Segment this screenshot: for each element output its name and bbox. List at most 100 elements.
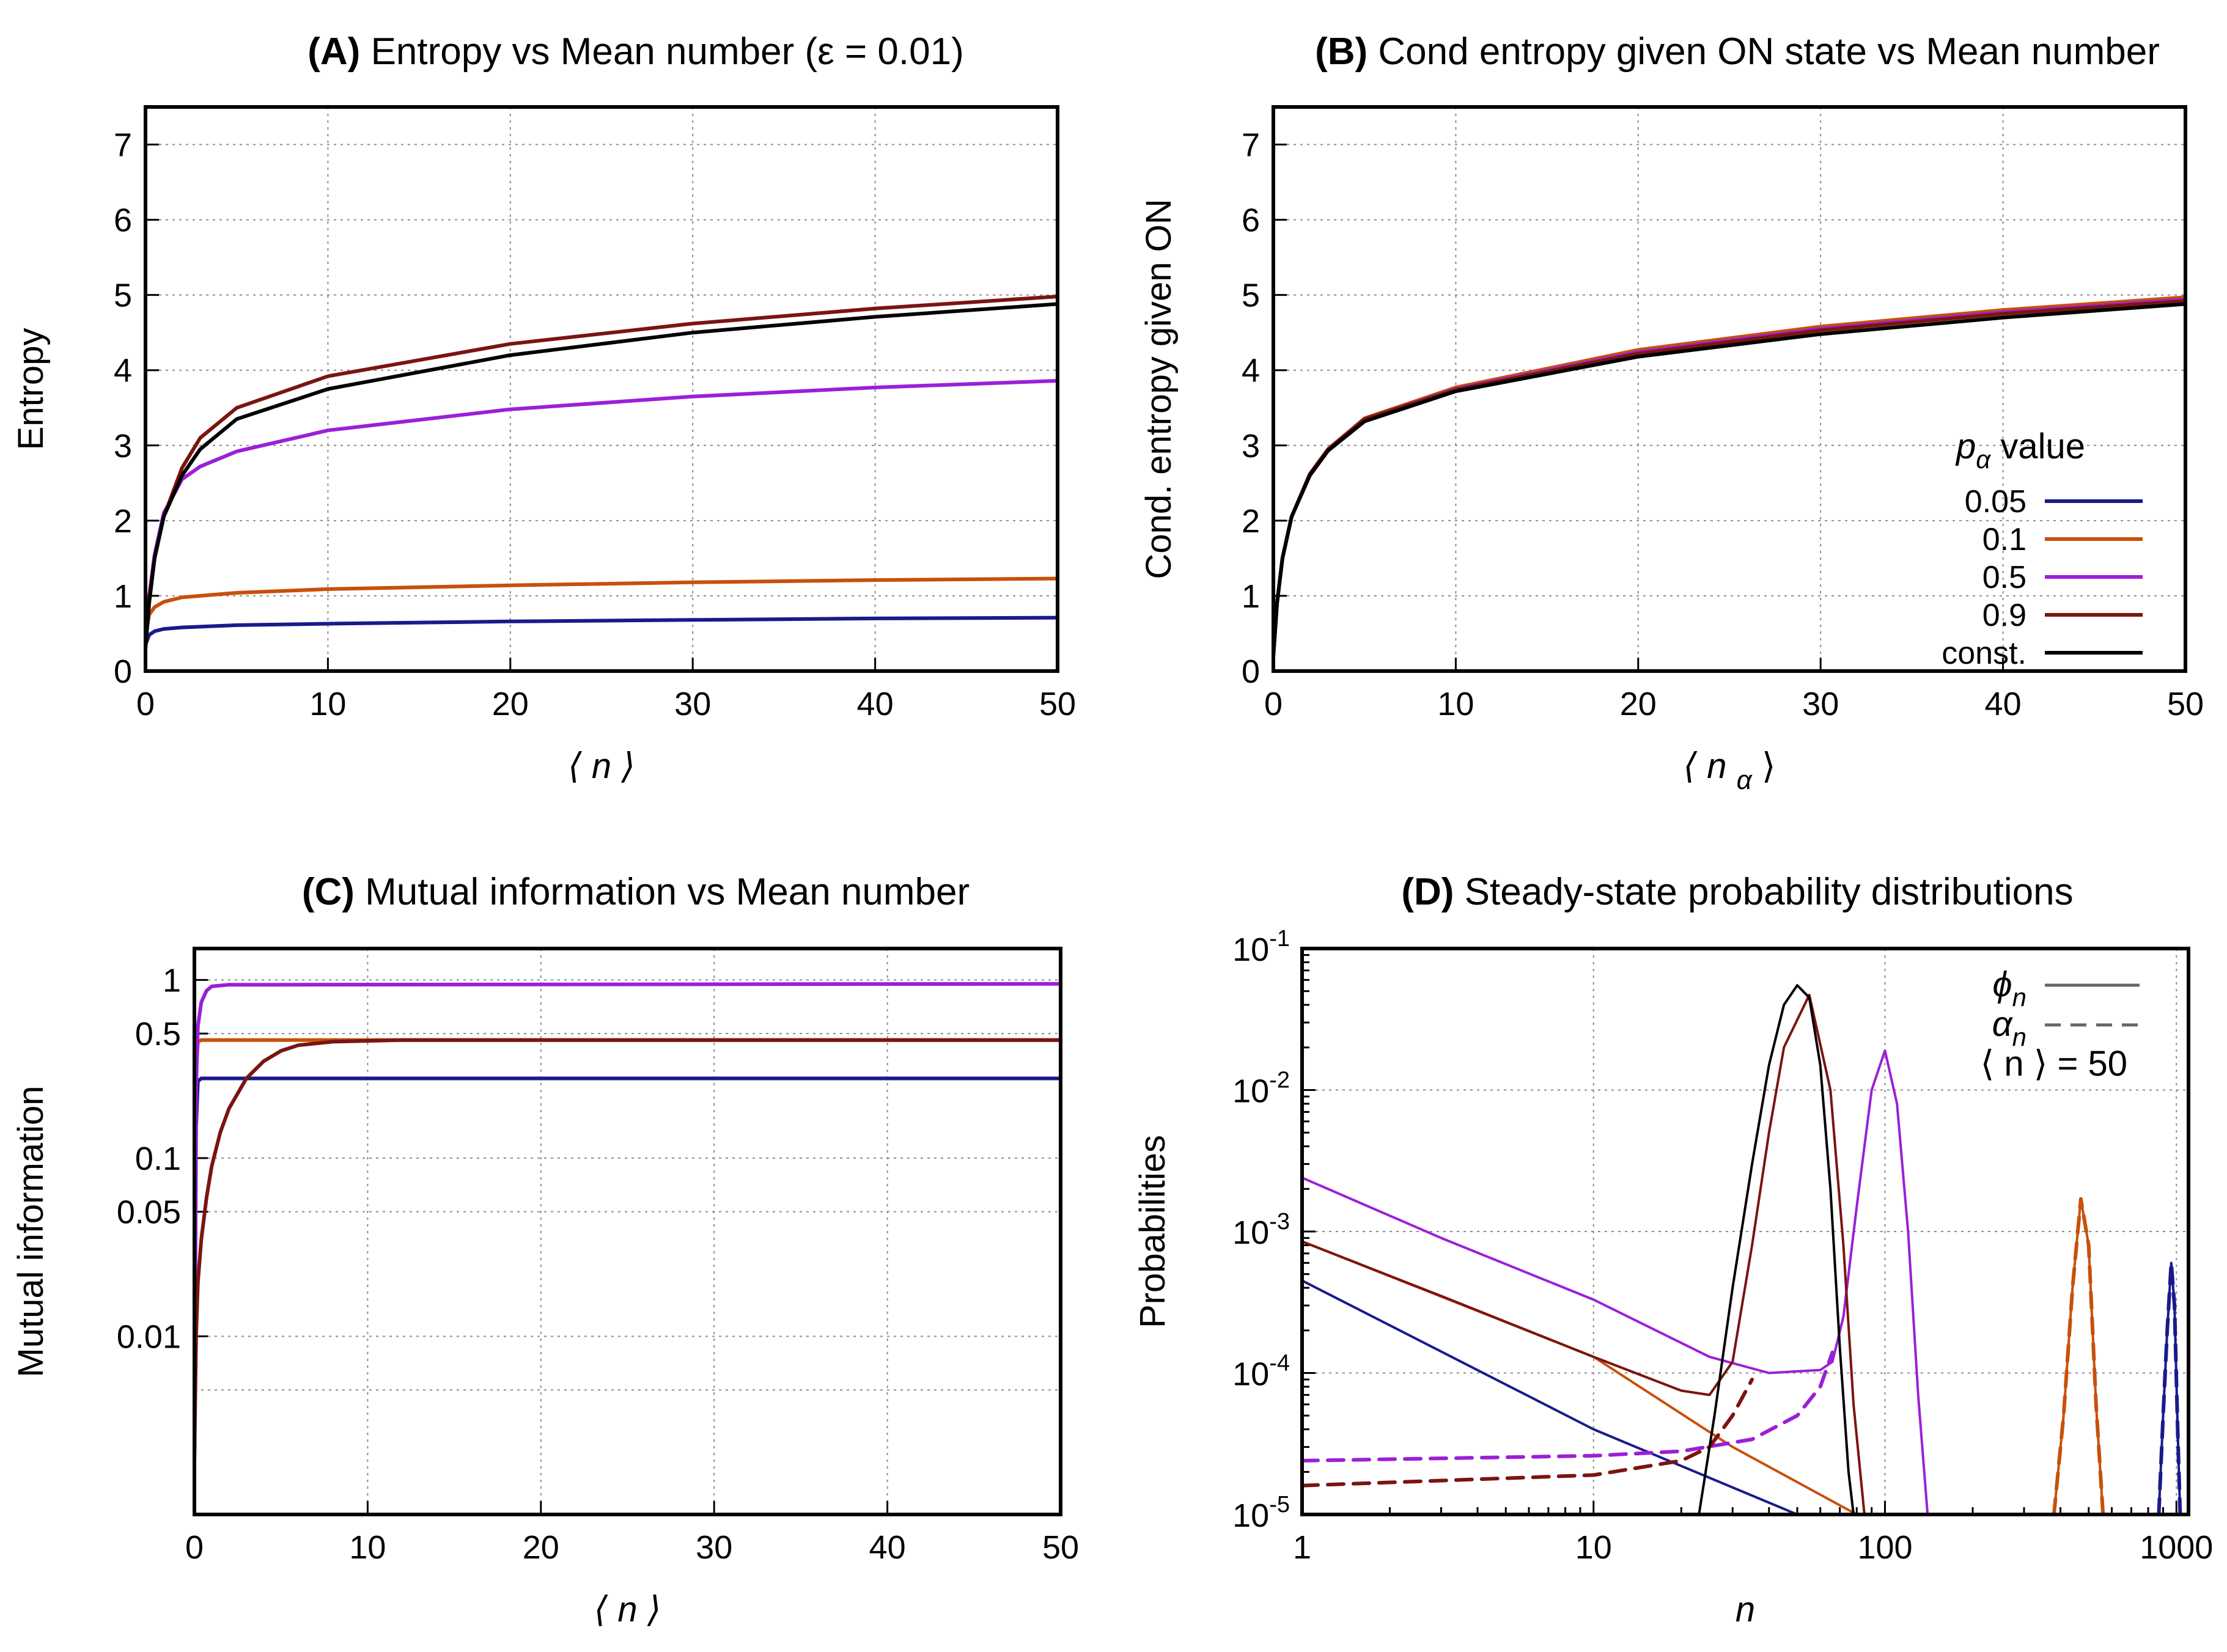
grid: [1302, 949, 2188, 1514]
panel-a: (A) Entropy vs Mean number (ε = 0.01) 0 1 0…: [11, 31, 1076, 786]
legend-label: 0.1: [1982, 522, 2026, 557]
series-line-05-dashed: [1300, 1350, 1835, 1463]
y-tick-label: 1: [1242, 578, 1260, 615]
x-tick-label: 0: [136, 686, 155, 722]
y-tick-label: 0.01: [117, 1318, 181, 1355]
x-tick-label: 1000: [2140, 1529, 2213, 1566]
x-tick-label: 100: [1857, 1529, 1912, 1566]
series-line-005: [1272, 296, 2187, 658]
series-line-005: [1301, 1279, 1798, 1516]
x-tick-label: 30: [696, 1529, 732, 1566]
y-axis-label: Entropy: [11, 328, 51, 450]
x-tick-label: 10: [1437, 686, 1474, 722]
grid: [194, 949, 1061, 1514]
x-axis-label: ⟨ n α ⟩: [1684, 746, 1776, 795]
y-tick-label: 0: [114, 653, 132, 690]
plot-frame: [1300, 947, 2190, 1516]
y-axis-label: Mutual information: [11, 1085, 51, 1377]
y-tick-label: 6: [114, 202, 132, 239]
chart-title: (C) Mutual information vs Mean number: [302, 871, 970, 913]
x-axis-label: ⟨ n ⟩: [594, 1590, 661, 1629]
y-tick-label: 3: [1242, 428, 1260, 464]
y-tick-label: 2: [114, 503, 132, 540]
legend-note: ⟨ n ⟩ = 50: [1981, 1044, 2127, 1084]
y-tick-label: 2: [1242, 503, 1260, 540]
x-tick-label: 40: [869, 1529, 906, 1566]
x-tick-label: 0: [1264, 686, 1283, 722]
y-tick-label: 10-4: [1232, 1351, 1290, 1393]
x-tick-label: 50: [1039, 686, 1076, 722]
x-tick-label: 20: [523, 1529, 559, 1566]
y-axis-label: Probabilities: [1133, 1135, 1172, 1328]
y-tick-label: 10-5: [1232, 1492, 1290, 1534]
x-tick-label: 20: [1620, 686, 1657, 722]
x-tick-label: 50: [1042, 1529, 1079, 1566]
series-line-09: [193, 1038, 1062, 1463]
y-tick-label: 0.05: [117, 1194, 181, 1231]
y-tick-label: 4: [1242, 353, 1260, 389]
x-tick-label: 1: [1293, 1529, 1311, 1566]
panel-d: (D) Steady-state probability distributio…: [1133, 871, 2213, 1629]
legend-title: pα value: [1955, 427, 2085, 474]
series-line-01: [144, 576, 1059, 639]
series-line-01: [193, 1038, 1062, 1463]
x-tick-label: 20: [492, 686, 529, 722]
legend-label: αn: [1992, 1004, 2026, 1051]
x-axis-label: ⟨ n ⟩: [568, 746, 635, 786]
x-tick-label: 40: [857, 686, 894, 722]
x-tick-label: 40: [1985, 686, 2022, 722]
series-line-09-dashed: [1300, 1378, 1754, 1488]
legend-label: ϕn: [1992, 964, 2026, 1011]
y-tick-label: 5: [114, 277, 132, 314]
x-tick-label: 0: [185, 1529, 204, 1566]
legend-label: 0.05: [1965, 484, 2026, 519]
series-line-const: [1698, 984, 1855, 1516]
y-tick-label: 0.5: [135, 1016, 181, 1052]
y-tick-label: 7: [114, 127, 132, 164]
x-axis-label: n: [1736, 1590, 1755, 1629]
y-tick-label: 6: [1242, 202, 1260, 239]
series-line-05: [1272, 298, 2187, 658]
x-tick-label: 30: [674, 686, 711, 722]
y-tick-label: 1: [114, 578, 132, 615]
y-tick-label: 7: [1242, 127, 1260, 164]
series-line-01: [1272, 295, 2187, 658]
series-group: [1300, 984, 2182, 1516]
y-tick-label: 0.1: [135, 1140, 181, 1177]
series-line-005: [193, 1076, 1062, 1463]
y-tick-label: 3: [114, 428, 132, 464]
legend-label: 0.5: [1982, 560, 2026, 595]
x-tick-label: 50: [2167, 686, 2204, 722]
series-line-05: [193, 982, 1062, 1463]
series-line-05: [144, 379, 1059, 643]
series-line-const: [1272, 302, 2187, 658]
series-line-09: [1301, 993, 1866, 1516]
plot-frame: [193, 947, 1062, 1516]
grid: [1273, 107, 2185, 671]
chart-title: (D) Steady-state probability distributio…: [1401, 871, 2073, 913]
x-tick-label: 10: [349, 1529, 386, 1566]
series-line-09: [1272, 299, 2187, 658]
series-group: [144, 295, 1059, 651]
series-line-005-dashed: [2157, 1261, 2182, 1516]
y-tick-label: 10-3: [1232, 1209, 1290, 1251]
chart-title: (A) Entropy vs Mean number (ε = 0.01): [307, 31, 963, 73]
grid: [145, 107, 1058, 671]
series-line-01: [1301, 1240, 1858, 1516]
series-line-05: [1301, 1049, 1929, 1516]
x-tick-label: 30: [1802, 686, 1839, 722]
legend-label: const.: [1942, 636, 2026, 671]
series-group: [1272, 295, 2187, 658]
series-line-01-dashed: [2052, 1197, 2105, 1516]
chart-title: (B) Cond entropy given ON state vs Mean …: [1315, 31, 2160, 73]
y-tick-label: 1: [163, 962, 181, 999]
legend-label: 0.9: [1982, 598, 2026, 633]
series-line-005: [144, 615, 1059, 647]
y-tick-label: 5: [1242, 277, 1260, 314]
series-line-const: [144, 302, 1059, 651]
plot-frame: [1272, 105, 2187, 673]
